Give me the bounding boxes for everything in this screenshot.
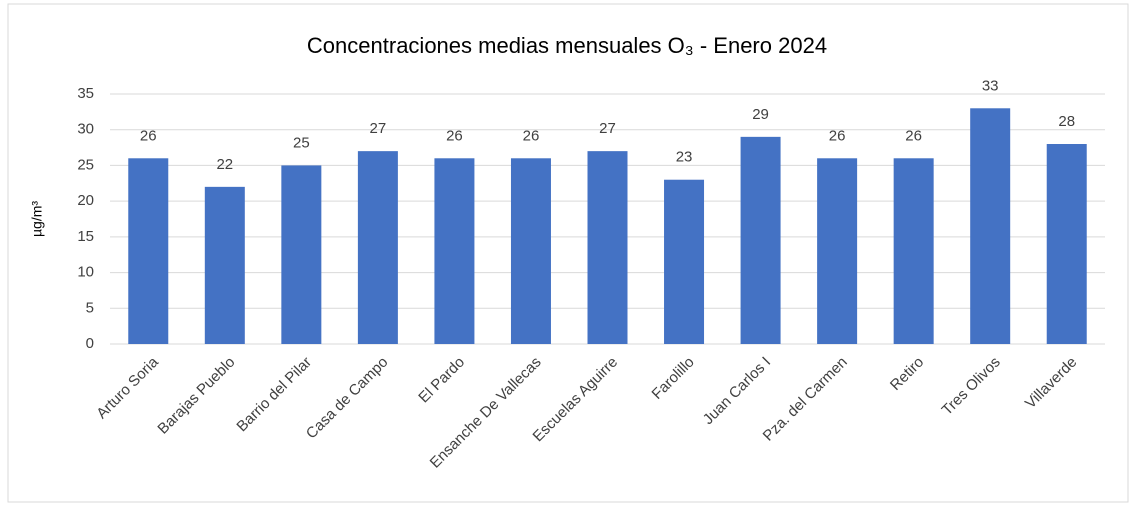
bar xyxy=(587,151,628,344)
data-label: 26 xyxy=(523,127,540,144)
data-label: 27 xyxy=(599,120,616,137)
y-tick-label: 15 xyxy=(77,228,94,245)
data-label: 26 xyxy=(140,127,157,144)
y-tick-label: 5 xyxy=(86,299,94,316)
data-label: 25 xyxy=(293,134,310,151)
data-label: 28 xyxy=(1058,113,1075,130)
y-tick-label: 10 xyxy=(77,264,94,281)
y-tick-label: 0 xyxy=(86,335,94,352)
data-label: 27 xyxy=(370,120,387,137)
y-tick-label: 35 xyxy=(77,85,94,102)
bar xyxy=(817,158,858,344)
bar xyxy=(281,165,322,344)
y-axis-label: µg/m³ xyxy=(29,201,45,237)
chart-frame xyxy=(7,3,1129,503)
data-label: 22 xyxy=(216,156,233,173)
data-label: 29 xyxy=(752,106,769,123)
bar xyxy=(510,158,551,344)
y-tick-label: 25 xyxy=(77,156,94,173)
bar xyxy=(128,158,169,344)
y-tick-label: 30 xyxy=(77,121,94,138)
bar xyxy=(970,108,1011,345)
bar xyxy=(204,186,245,344)
data-label: 26 xyxy=(905,127,922,144)
bar xyxy=(664,179,705,344)
data-label: 26 xyxy=(829,127,846,144)
data-label: 26 xyxy=(446,127,463,144)
data-label: 33 xyxy=(982,77,999,94)
y-tick-label: 20 xyxy=(77,192,94,209)
bar xyxy=(740,136,781,344)
bar xyxy=(1046,144,1087,344)
bar xyxy=(357,151,398,344)
data-label: 23 xyxy=(676,149,693,166)
bar xyxy=(434,158,475,344)
chart-title: Concentraciones medias mensuales O₃ - En… xyxy=(307,33,827,58)
bar xyxy=(893,158,934,344)
